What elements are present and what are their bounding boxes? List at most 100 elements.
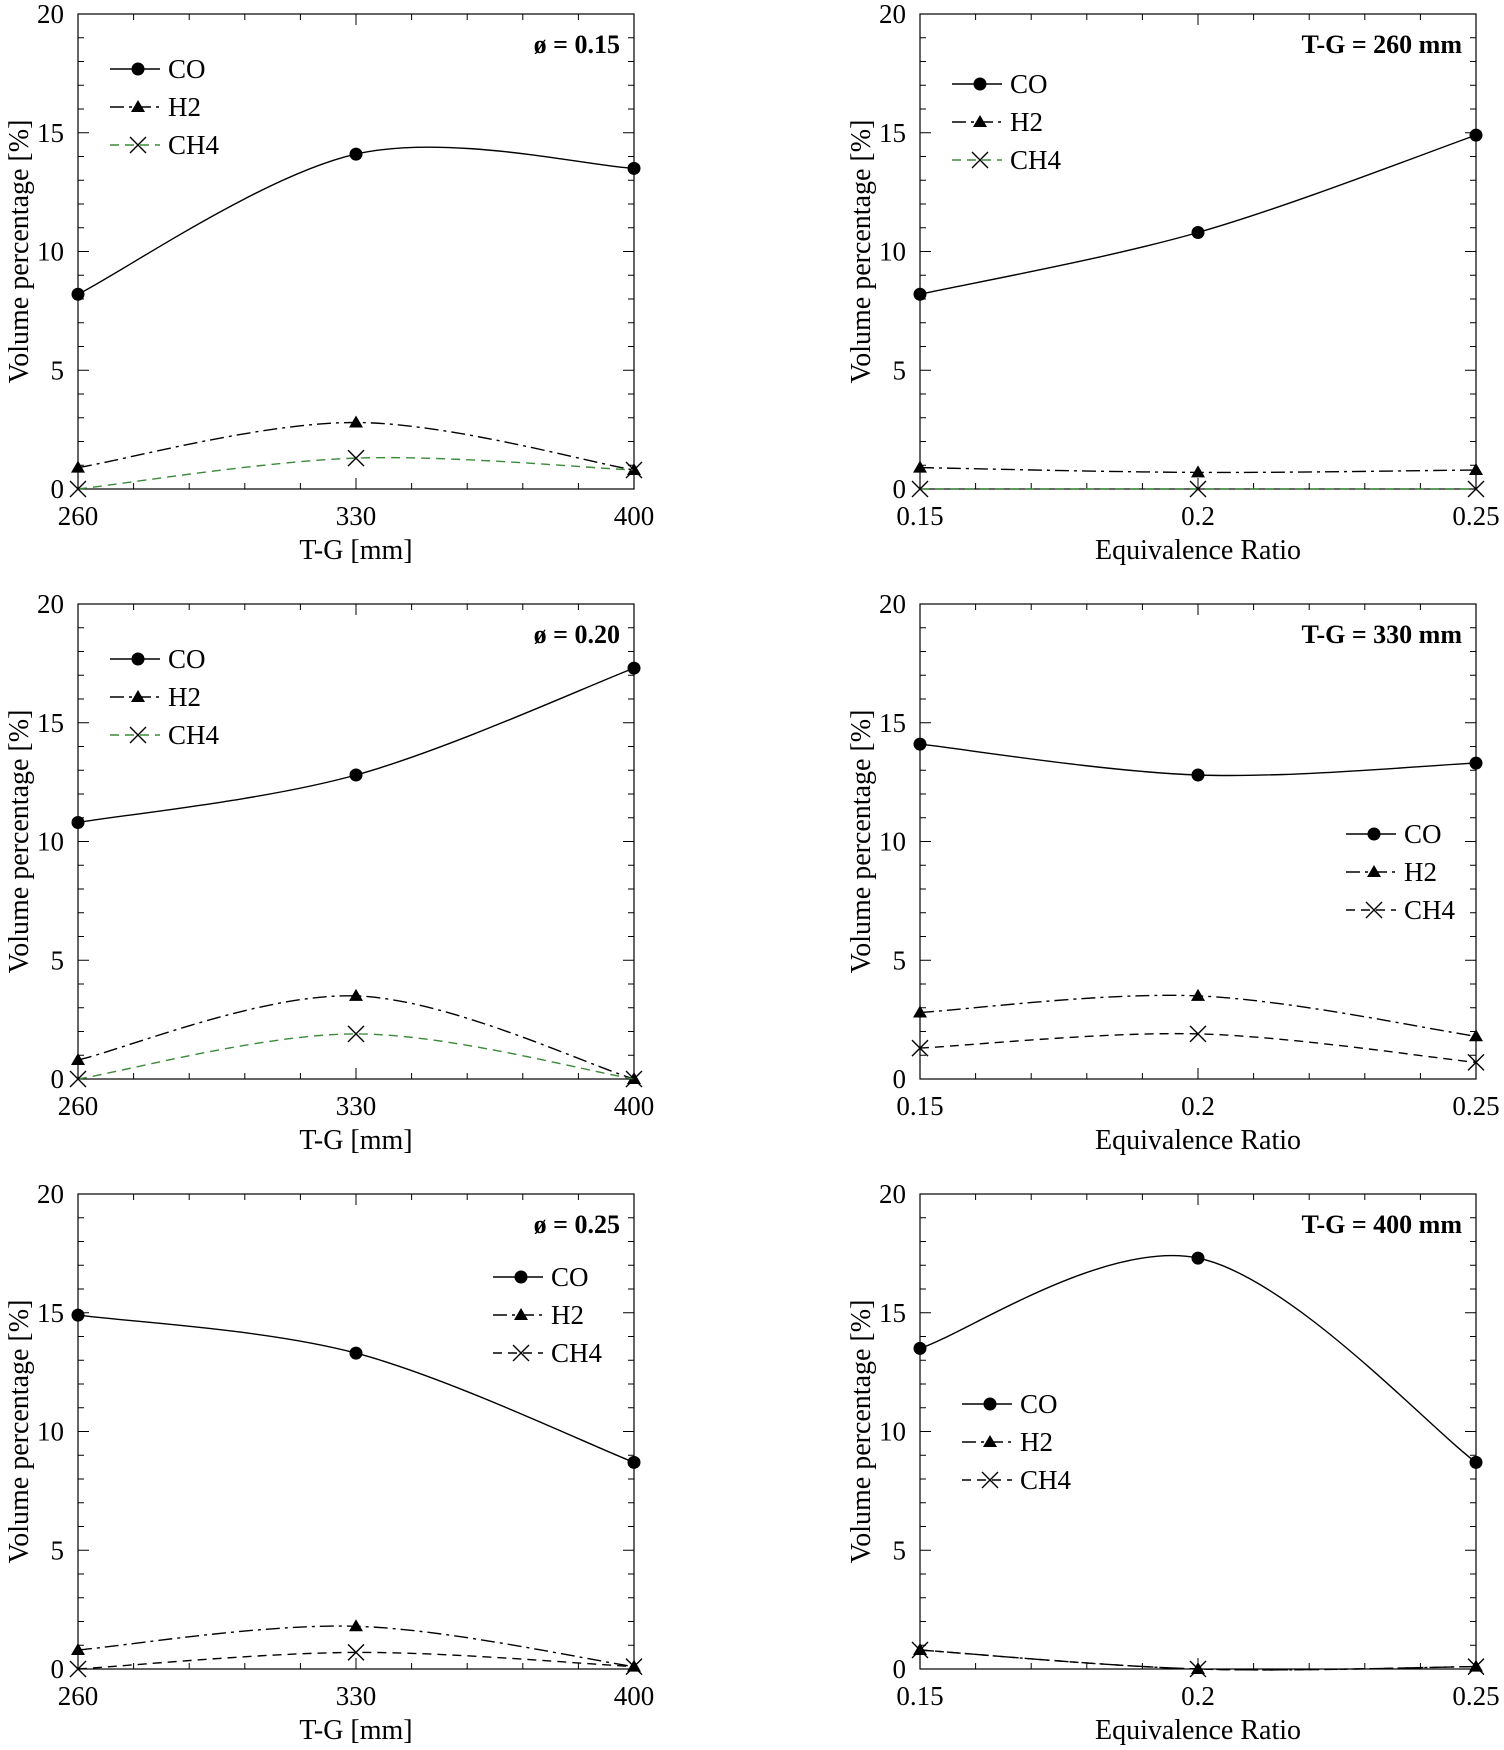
x-tick-label: 0.2 xyxy=(1181,1681,1215,1711)
panel-title: T-G = 400 mm xyxy=(1302,1210,1463,1239)
legend-label: CO xyxy=(1404,819,1442,849)
legend-label: H2 xyxy=(551,1300,584,1330)
series-h2 xyxy=(913,460,1483,478)
legend: CO H2 CH4 xyxy=(110,644,220,750)
x-tick-label: 0.15 xyxy=(896,1091,943,1121)
y-axis-label: Volume percentage [%] xyxy=(846,1300,877,1564)
x-tick-label: 400 xyxy=(614,1091,655,1121)
data-point xyxy=(913,460,927,473)
plot-frame xyxy=(919,13,1477,490)
legend-label: CH4 xyxy=(1010,145,1062,175)
panel-title: ø = 0.25 xyxy=(534,1210,620,1239)
y-tick-label: 10 xyxy=(37,237,64,267)
data-point xyxy=(347,1643,365,1661)
chart-panel-1: 0 5 10 15 20 260 330 400 T-G [mm] Volume percenta… xyxy=(4,0,654,566)
panel-title: T-G = 330 mm xyxy=(1302,620,1463,649)
y-tick-label: 10 xyxy=(879,827,906,857)
series-line xyxy=(77,146,635,295)
data-point xyxy=(1467,1053,1485,1071)
y-tick-label: 15 xyxy=(37,118,64,148)
legend-label: CH4 xyxy=(1404,895,1456,925)
x-axis-label: Equivalence Ratio xyxy=(1095,1125,1301,1156)
legend: CO H2 CH4 xyxy=(493,1262,603,1368)
data-point xyxy=(625,1070,643,1088)
data-point xyxy=(627,1072,641,1084)
data-point xyxy=(1191,1662,1205,1674)
legend-marker xyxy=(983,1397,997,1411)
legend-label: CH4 xyxy=(168,720,220,750)
x-axis-label: T-G [mm] xyxy=(299,1715,412,1746)
series-h2 xyxy=(71,988,641,1084)
data-point xyxy=(625,1658,643,1676)
x-tick-label: 260 xyxy=(58,1091,99,1121)
legend-marker xyxy=(973,77,987,91)
y-tick-label: 10 xyxy=(879,1417,906,1447)
y-tick-label: 15 xyxy=(879,708,906,738)
series-line xyxy=(77,1033,635,1080)
data-point xyxy=(71,1643,85,1655)
series-ch4 xyxy=(69,1025,643,1088)
y-tick-label: 20 xyxy=(37,589,64,619)
data-point xyxy=(913,1643,927,1655)
data-point xyxy=(1467,480,1485,498)
legend: CO H2 CH4 xyxy=(952,69,1062,175)
series-line xyxy=(77,421,635,471)
legend-marker xyxy=(131,100,145,112)
y-tick-label: 5 xyxy=(893,945,907,975)
data-point xyxy=(347,1025,365,1043)
legend-label: H2 xyxy=(1020,1427,1053,1457)
data-point xyxy=(627,463,641,475)
data-point xyxy=(1189,480,1207,498)
x-tick-label: 0.25 xyxy=(1452,1091,1499,1121)
legend-marker xyxy=(514,1270,528,1284)
legend-marker xyxy=(514,1308,528,1320)
legend-label: H2 xyxy=(168,92,201,122)
plot-frame xyxy=(77,603,635,1080)
data-point xyxy=(347,449,365,467)
legend-label: CO xyxy=(551,1262,589,1292)
legend-marker xyxy=(981,1471,999,1489)
legend-marker xyxy=(983,1435,997,1447)
x-tick-label: 0.2 xyxy=(1181,501,1215,531)
legend-marker xyxy=(971,151,989,169)
legend-marker xyxy=(1365,901,1383,919)
legend-marker xyxy=(1367,827,1381,841)
data-point xyxy=(913,287,927,301)
data-point xyxy=(1191,226,1205,239)
plot-frame xyxy=(919,603,1477,1080)
legend-label: H2 xyxy=(1404,857,1437,887)
y-tick-label: 10 xyxy=(37,827,64,857)
data-point xyxy=(349,415,363,428)
data-point xyxy=(1189,1660,1207,1678)
y-tick-label: 5 xyxy=(51,945,65,975)
legend-label: CH4 xyxy=(1020,1465,1072,1495)
y-tick-label: 20 xyxy=(879,589,906,619)
data-point xyxy=(911,1641,929,1659)
x-tick-label: 400 xyxy=(614,501,655,531)
x-tick-label: 260 xyxy=(58,1681,99,1711)
plot-frame xyxy=(919,1193,1477,1670)
chart-panel-5: 0 5 10 15 20 260 330 400 T-G [mm] Volume percenta… xyxy=(4,1179,654,1746)
data-point xyxy=(71,816,85,829)
y-tick-label: 0 xyxy=(893,1654,907,1684)
series-h2 xyxy=(71,1619,641,1672)
x-tick-label: 0.15 xyxy=(896,1681,943,1711)
y-axis-label: Volume percentage [%] xyxy=(4,710,35,974)
y-axis-label: Volume percentage [%] xyxy=(4,1300,35,1564)
chart-panel-3: 0 5 10 15 20 260 330 400 T-G [mm] Volume percenta… xyxy=(4,589,654,1156)
y-tick-label: 0 xyxy=(51,1654,65,1684)
series-line xyxy=(919,134,1477,295)
data-point xyxy=(913,737,927,751)
x-tick-label: 0.25 xyxy=(1452,501,1499,531)
y-axis-label: Volume percentage [%] xyxy=(846,710,877,974)
chart-panel-6: 0 5 10 15 20 0.15 0.2 0.25 Equivalence Ratio Volu… xyxy=(846,1179,1500,1746)
legend-marker xyxy=(131,652,145,666)
data-point xyxy=(1469,1659,1483,1672)
data-point xyxy=(1189,1025,1207,1043)
data-point xyxy=(1467,1658,1485,1676)
data-point xyxy=(71,460,85,473)
data-point xyxy=(1191,1251,1205,1265)
data-point xyxy=(625,461,643,479)
y-tick-label: 5 xyxy=(893,1535,907,1565)
legend-label: CO xyxy=(168,54,206,84)
